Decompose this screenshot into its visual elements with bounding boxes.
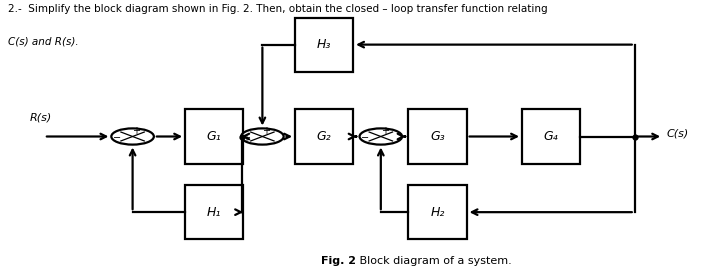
Text: H₁: H₁	[207, 206, 221, 219]
Text: R(s): R(s)	[29, 113, 51, 123]
Circle shape	[360, 128, 402, 145]
Bar	[409, 185, 466, 239]
Text: C(s): C(s)	[666, 129, 689, 139]
Bar	[409, 109, 466, 164]
Bar	[295, 109, 353, 164]
Bar	[185, 109, 244, 164]
Text: 2.-  Simplify the block diagram shown in Fig. 2. Then, obtain the closed – loop : 2.- Simplify the block diagram shown in …	[9, 4, 548, 14]
Circle shape	[111, 128, 154, 145]
Text: +: +	[242, 133, 251, 143]
Text: G₂: G₂	[317, 130, 331, 143]
Text: G₄: G₄	[544, 130, 558, 143]
Text: G₃: G₃	[430, 130, 445, 143]
Circle shape	[241, 128, 283, 145]
Bar	[295, 17, 353, 72]
Text: +: +	[132, 126, 140, 136]
Text: +: +	[381, 126, 389, 136]
Bar	[522, 109, 580, 164]
Text: H₂: H₂	[430, 206, 445, 219]
Text: H₃: H₃	[317, 38, 331, 51]
Text: −: −	[361, 133, 369, 143]
Text: C(s) and R(s).: C(s) and R(s).	[9, 37, 79, 46]
Text: −: −	[112, 133, 121, 143]
Text: Fig. 2: Fig. 2	[321, 256, 356, 266]
Text: Block diagram of a system.: Block diagram of a system.	[356, 256, 512, 266]
Text: +: +	[262, 126, 271, 136]
Text: G₁: G₁	[207, 130, 221, 143]
Bar	[185, 185, 244, 239]
